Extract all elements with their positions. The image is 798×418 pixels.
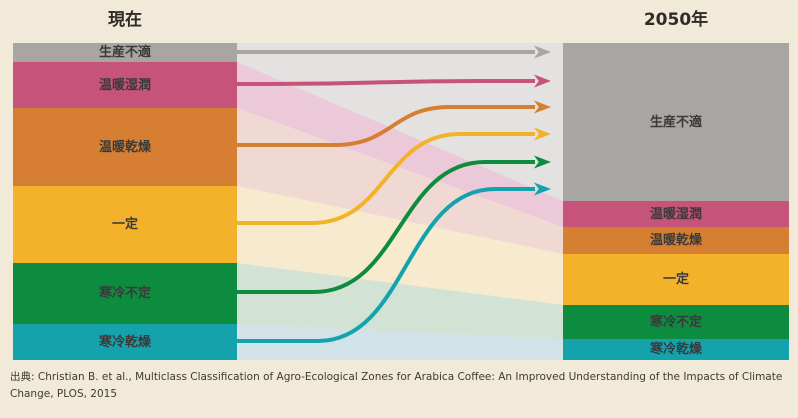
source-citation: 出典: Christian B. et al., Multiclass Clas… (10, 371, 783, 401)
segment-now-cold-dry: 寒冷乾燥 (13, 324, 237, 360)
segment-label: 寒冷乾燥 (649, 342, 702, 357)
segment-label: 一定 (111, 217, 138, 232)
segment-label: 温暖乾燥 (649, 233, 702, 248)
segment-label: 一定 (662, 272, 689, 287)
segment-future-unsuitable: 生産不適 (563, 43, 789, 201)
flow-arrow-cold-variable-to-unsuitable (237, 155, 552, 294)
segment-label: 生産不適 (98, 45, 151, 60)
segment-future-cold-variable: 寒冷不定 (563, 305, 789, 339)
flow-arrow-warm-humid-to-unsuitable (237, 74, 552, 88)
segment-future-warm-dry: 温暖乾燥 (563, 227, 789, 254)
segment-label: 生産不適 (649, 114, 702, 130)
segment-now-warm-dry: 温暖乾燥 (13, 108, 237, 186)
segment-label: 温暖湿潤 (98, 77, 151, 93)
segment-future-constant: 一定 (563, 254, 789, 305)
flow-ribbon-warm-humid (237, 62, 563, 227)
segment-label: 寒冷不定 (649, 314, 702, 330)
segment-future-warm-humid: 温暖湿潤 (563, 201, 789, 227)
segment-future-cold-dry: 寒冷乾燥 (563, 339, 789, 360)
flow-ribbon-constant (237, 186, 563, 305)
segment-now-cold-variable: 寒冷不定 (13, 263, 237, 324)
flow-arrow-cold-dry-to-unsuitable (237, 182, 552, 343)
flow-ribbon-cold-dry (237, 324, 563, 360)
segment-label: 寒冷乾燥 (98, 334, 151, 350)
flow-arrow-warm-dry-to-unsuitable (237, 100, 552, 147)
segment-now-unsuitable: 生産不適 (13, 43, 237, 62)
segment-label: 温暖乾燥 (98, 139, 151, 155)
segment-label: 温暖湿潤 (649, 206, 702, 222)
column-title-future: 2050年 (643, 10, 709, 30)
segment-now-constant: 一定 (13, 186, 237, 263)
flow-ribbon-cold-variable (237, 263, 563, 339)
segment-label: 寒冷不定 (98, 286, 151, 301)
flow-arrow-constant-to-unsuitable (237, 127, 552, 225)
column-title-now: 現在 (108, 10, 142, 30)
segment-now-warm-humid: 温暖湿潤 (13, 62, 237, 108)
